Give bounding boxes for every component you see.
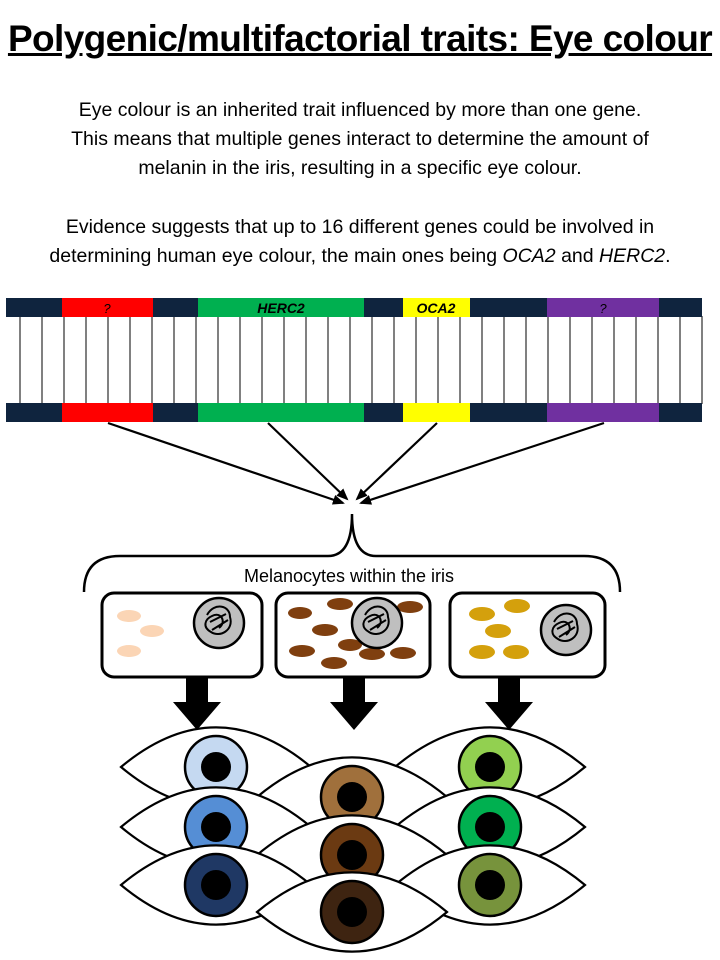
gene-1-bottom (62, 403, 153, 422)
pupil (337, 782, 367, 812)
eye-brown-medium (255, 814, 449, 896)
down-arrow-right (485, 677, 533, 730)
eye-green-olive (393, 844, 587, 926)
evidence-line-2: determining human eye colour, the main o… (0, 242, 720, 271)
down-arrow-middle (330, 677, 378, 730)
pupil (337, 897, 367, 927)
intro-line-2: This means that multiple genes interact … (71, 128, 649, 150)
down-arrows (173, 677, 533, 730)
gene-3-bottom (403, 403, 470, 422)
eye-brown-light (255, 756, 449, 838)
evidence-conjunction: and (555, 245, 600, 267)
intro-line-1: Eye colour is an inherited trait influen… (78, 99, 642, 121)
eye-blue-dark (119, 844, 313, 926)
evidence-paragraph: Evidence suggests that up to 16 differen… (0, 213, 720, 271)
gene-2-top (198, 298, 364, 317)
arrow-from-gene-1 (107, 421, 345, 505)
evidence-line-2-start: determining human eye colour, the main o… (49, 245, 503, 267)
gene-label-unknown-1: ? (103, 301, 111, 316)
eyes (119, 726, 587, 953)
down-arrow-left (173, 677, 221, 730)
gene-2-bottom (198, 403, 364, 422)
pupil (475, 812, 505, 842)
eye-blue-light (119, 726, 313, 808)
evidence-line-1: Evidence suggests that up to 16 differen… (65, 216, 655, 238)
eye-green-medium (393, 786, 587, 868)
arrow-from-gene-4 (359, 421, 605, 505)
gene-name-herc2: HERC2 (599, 245, 666, 267)
pupil (201, 752, 231, 782)
pupil (201, 870, 231, 900)
arrow-from-gene-3 (355, 422, 438, 501)
arrow-from-gene-2 (267, 422, 349, 501)
gene-label-herc2: HERC2 (257, 300, 305, 316)
intro-line-3: melanin in the iris, resulting in a spec… (138, 157, 582, 179)
pupil (337, 840, 367, 870)
eye-brown-dark (255, 871, 449, 953)
page-title: Polygenic/multifactorial traits: Eye col… (7, 18, 713, 59)
gene-label-oca2: OCA2 (417, 300, 456, 316)
nucleus (192, 596, 246, 650)
melanocyte-medium-melanin (448, 591, 607, 679)
dna-rungs (19, 316, 703, 404)
eye-green-light (393, 726, 587, 808)
gene-label-unknown-2: ? (599, 301, 607, 316)
curly-brace (82, 513, 622, 593)
pupil (475, 752, 505, 782)
melanocyte-low-melanin (100, 591, 264, 679)
melanocytes-label: Melanocytes within the iris (244, 566, 454, 586)
gene-4-bottom (547, 403, 659, 422)
intro-paragraph: Eye colour is an inherited trait influen… (0, 96, 720, 183)
dna-molecule: ? HERC2 OCA2 ? (6, 298, 703, 422)
pupil (201, 812, 231, 842)
converging-arrows (107, 421, 605, 505)
nucleus (350, 596, 404, 650)
gene-4-top (547, 298, 659, 317)
gene-name-oca2: OCA2 (502, 245, 556, 267)
gene-3-top (403, 298, 470, 317)
melanocyte-high-melanin (274, 591, 432, 679)
eye-blue-medium (119, 786, 313, 868)
gene-1-top (62, 298, 153, 317)
evidence-end: . (665, 245, 671, 267)
nucleus (539, 603, 593, 657)
pupil (475, 870, 505, 900)
